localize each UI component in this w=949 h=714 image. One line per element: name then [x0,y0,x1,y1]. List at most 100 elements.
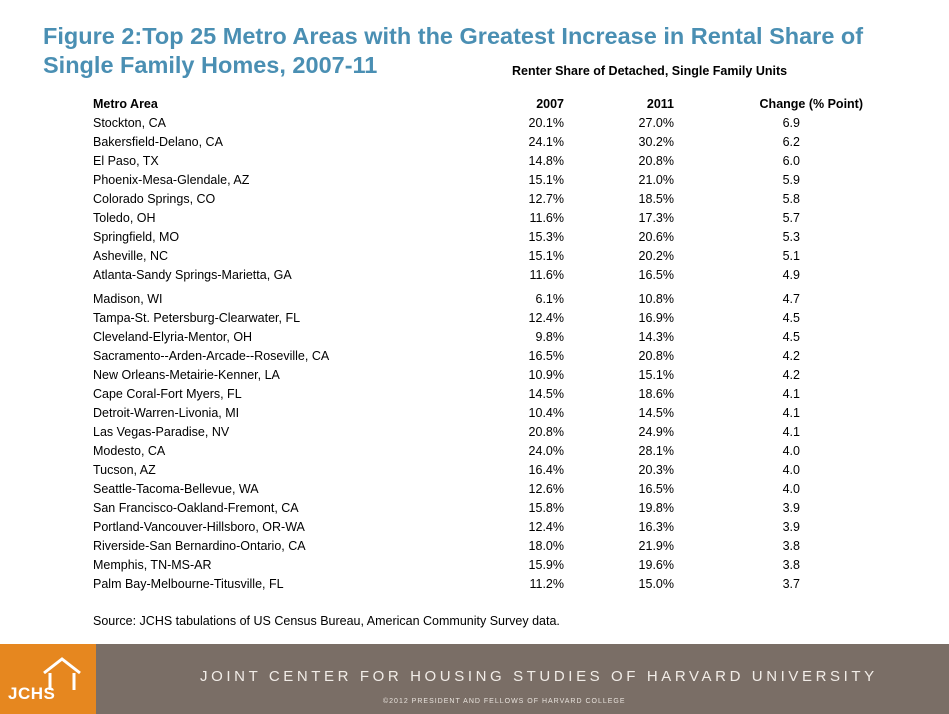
table-subtitle: Renter Share of Detached, Single Family … [512,64,788,78]
cell-2011-share: 19.6% [638,557,674,572]
cell-metro-area: Asheville, NC [93,248,169,263]
cell-metro-area: New Orleans-Metairie-Kenner, LA [93,367,280,382]
cell-change: 4.1 [782,424,800,439]
cell-2011-share: 27.0% [638,115,674,130]
cell-2007-share: 10.4% [528,405,564,420]
cell-metro-area: Bakersfield-Delano, CA [93,134,223,149]
cell-change: 4.5 [782,329,800,344]
cell-2007-share: 10.9% [528,367,564,382]
cell-2007-share: 24.1% [528,134,564,149]
cell-2011-share: 10.8% [638,291,674,306]
cell-2011-share: 16.3% [638,519,674,534]
cell-2007-share: 20.1% [528,115,564,130]
table-row: Colorado Springs, CO 12.7% 18.5% 5.8 [88,189,863,208]
table-row: Toledo, OH 11.6% 17.3% 5.7 [88,208,863,227]
cell-2011-share: 21.0% [638,172,674,187]
cell-change: 4.0 [782,443,800,458]
cell-metro-area: Memphis, TN-MS-AR [93,557,212,572]
cell-2007-share: 16.5% [528,348,564,363]
cell-metro-area: Madison, WI [93,291,163,306]
cell-2011-share: 16.5% [638,267,674,282]
cell-2007-share: 14.5% [528,386,564,401]
metro-table: Metro Area 2007 2011 Change (% Point) St… [88,94,863,593]
cell-metro-area: Stockton, CA [93,115,166,130]
cell-change: 3.7 [782,576,800,591]
cell-change: 3.8 [782,557,800,572]
cell-2011-share: 20.8% [638,153,674,168]
cell-change: 4.7 [782,291,800,306]
cell-2011-share: 21.9% [638,538,674,553]
cell-2007-share: 6.1% [535,291,565,306]
table-row: Bakersfield-Delano, CA 24.1% 30.2% 6.2 [88,132,863,151]
table-row: Modesto, CA 24.0% 28.1% 4.0 [88,441,863,460]
cell-2011-share: 14.5% [638,405,674,420]
cell-2011-share: 17.3% [638,210,674,225]
cell-metro-area: Toledo, OH [93,210,156,225]
cell-change: 4.5 [782,310,800,325]
cell-change: 5.3 [782,229,800,244]
cell-metro-area: Seattle-Tacoma-Bellevue, WA [93,481,259,496]
house-icon [43,657,81,690]
cell-metro-area: Springfield, MO [93,229,180,244]
cell-2007-share: 11.6% [529,267,564,282]
table-row: Portland-Vancouver-Hillsboro, OR-WA 12.4%… [88,517,863,536]
table-row: Asheville, NC 15.1% 20.2% 5.1 [88,246,863,265]
cell-change: 3.9 [782,500,800,515]
cell-2011-share: 30.2% [638,134,674,149]
cell-2007-share: 15.8% [528,500,564,515]
cell-change: 4.2 [782,367,800,382]
table-row: Palm Bay-Melbourne-Titusville, FL 11.2% 15… [88,574,863,593]
cell-2011-share: 20.2% [638,248,674,263]
table-row: Las Vegas-Paradise, NV 20.8% 24.9% 4.1 [88,422,863,441]
table-body: Stockton, CA 20.1% 27.0% 6.9 Bakersfield-Del… [88,113,863,593]
logo-text: JCHS [8,684,56,703]
cell-metro-area: Tampa-St. Petersburg-Clearwater, FL [93,310,301,325]
cell-metro-area: San Francisco-Oakland-Fremont, CA [93,500,299,515]
cell-metro-area: Modesto, CA [93,443,166,458]
cell-change: 4.1 [782,405,800,420]
cell-change: 4.9 [782,267,800,282]
cell-2011-share: 24.9% [638,424,674,439]
table-row: New Orleans-Metairie-Kenner, LA 10.9% 15.1… [88,365,863,384]
footer-band [0,644,949,714]
cell-2007-share: 18.0% [528,538,564,553]
cell-metro-area: Detroit-Warren-Livonia, MI [93,405,240,420]
cell-metro-area: Portland-Vancouver-Hillsboro, OR-WA [93,519,305,534]
table-row: Riverside-San Bernardino-Ontario, CA 18.0… [88,536,863,555]
column-header-change: Change (% Point) [759,96,863,111]
cell-metro-area: Tucson, AZ [93,462,156,477]
table-row: Stockton, CA 20.1% 27.0% 6.9 [88,113,863,132]
cell-2011-share: 16.5% [638,481,674,496]
cell-metro-area: Phoenix-Mesa-Glendale, AZ [93,172,250,187]
cell-metro-area: Atlanta-Sandy Springs-Marietta, GA [93,267,292,282]
table-row: Atlanta-Sandy Springs-Marietta, GA 11.6% 1… [88,265,863,284]
cell-2011-share: 18.5% [638,191,674,206]
cell-metro-area: Cleveland-Elyria-Mentor, OH [93,329,253,344]
cell-2011-share: 20.8% [638,348,674,363]
cell-metro-area: Palm Bay-Melbourne-Titusville, FL [93,576,284,591]
column-header-2011: 2011 [646,96,674,111]
cell-metro-area: Las Vegas-Paradise, NV [93,424,230,439]
cell-2011-share: 28.1% [638,443,674,458]
cell-change: 5.9 [782,172,800,187]
cell-2007-share: 15.9% [528,557,564,572]
table-row: Tampa-St. Petersburg-Clearwater, FL 12.4%… [88,308,863,327]
table-row: Springfield, MO 15.3% 20.6% 5.3 [88,227,863,246]
cell-2011-share: 20.3% [638,462,674,477]
table-row: Memphis, TN-MS-AR 15.9% 19.6% 3.8 [88,555,863,574]
cell-2007-share: 14.8% [528,153,564,168]
cell-2007-share: 11.6% [529,210,564,225]
cell-2011-share: 19.8% [638,500,674,515]
source-note: Source: JCHS tabulations of US Census Bu… [93,614,560,628]
cell-2007-share: 16.4% [528,462,564,477]
cell-metro-area: Riverside-San Bernardino-Ontario, CA [93,538,306,553]
table-row: Phoenix-Mesa-Glendale, AZ 15.1% 21.0% 5.9 [88,170,863,189]
table-row: Sacramento--Arden-Arcade--Roseville, CA 1… [88,346,863,365]
cell-change: 4.0 [782,481,800,496]
cell-metro-area: El Paso, TX [93,153,159,168]
cell-2007-share: 24.0% [528,443,564,458]
cell-change: 5.8 [782,191,800,206]
cell-2011-share: 14.3% [638,329,674,344]
cell-2007-share: 12.7% [528,191,564,206]
cell-change: 6.2 [782,134,800,149]
